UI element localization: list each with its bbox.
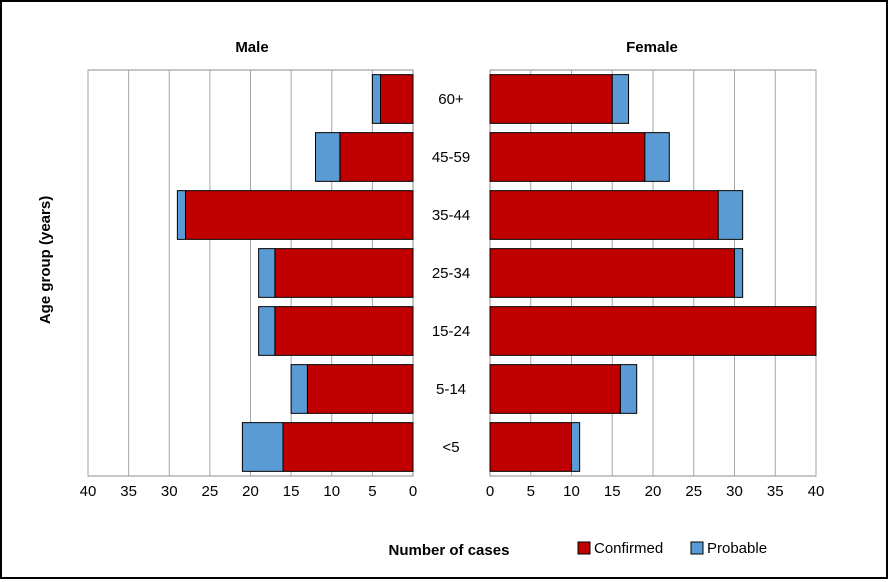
female-confirmed-bar: [489, 422, 572, 472]
bars: [176, 74, 817, 472]
male-probable-bar: [258, 248, 276, 298]
male-confirmed-bar: [380, 74, 414, 124]
male-confirmed-bar: [185, 190, 414, 240]
male-confirmed-bar: [282, 422, 414, 472]
male-probable-bar: [241, 422, 284, 472]
female-x-tick-label: 35: [767, 483, 784, 500]
age-group-label: 45-59: [432, 149, 470, 166]
male-confirmed-bar: [274, 306, 414, 356]
legend-label-confirmed: Confirmed: [594, 540, 663, 557]
age-group-label: 5-14: [436, 381, 466, 398]
female-x-tick-label: 0: [486, 483, 494, 500]
y-axis-label: Age group (years): [37, 196, 54, 324]
male-probable-bar: [315, 132, 341, 182]
female-x-tick-label: 25: [685, 483, 702, 500]
female-confirmed-bar: [489, 132, 646, 182]
female-confirmed-bar: [489, 306, 817, 356]
female-x-tick-label: 15: [604, 483, 621, 500]
female-x-tick-label: 5: [527, 483, 535, 500]
male-x-tick-label: 30: [161, 483, 178, 500]
female-x-tick-label: 10: [563, 483, 580, 500]
age-group-label: 60+: [438, 91, 464, 108]
male-x-tick-label: 0: [409, 483, 417, 500]
male-x-tick-label: 20: [242, 483, 259, 500]
female-confirmed-bar: [489, 364, 621, 414]
female-x-tick-label: 40: [808, 483, 825, 500]
male-x-tick-label: 15: [283, 483, 300, 500]
male-confirmed-bar: [306, 364, 414, 414]
x-axis-label: Number of cases: [389, 542, 510, 559]
male-x-tick-label: 40: [80, 483, 97, 500]
legend-swatch-confirmed: [577, 541, 591, 555]
male-x-tick-label: 10: [323, 483, 340, 500]
age-group-label: <5: [442, 439, 459, 456]
female-confirmed-bar: [489, 190, 719, 240]
female-probable-bar: [644, 132, 670, 182]
female-confirmed-bar: [489, 74, 613, 124]
female-probable-bar: [571, 422, 581, 472]
legend: Confirmed Probable: [577, 540, 767, 557]
age-group-label: 35-44: [432, 207, 470, 224]
female-panel-title: Female: [626, 39, 678, 56]
male-probable-bar: [290, 364, 308, 414]
female-probable-bar: [734, 248, 744, 298]
female-x-tick-label: 30: [726, 483, 743, 500]
female-probable-bar: [619, 364, 638, 414]
female-probable-bar: [717, 190, 744, 240]
male-probable-bar: [258, 306, 276, 356]
x-tick-labels: 0 5 10 15 20 25 30 35 40 0 5 10 15 20 25 30 35 40: [80, 483, 825, 500]
female-x-tick-label: 20: [645, 483, 662, 500]
legend-label-probable: Probable: [707, 540, 767, 557]
male-panel-title: Male: [235, 39, 268, 56]
legend-swatch-probable: [690, 541, 704, 555]
male-probable-bar: [371, 74, 381, 124]
category-labels: 60+ 45-59 35-44 25-34 15-24 5-14 <5: [432, 91, 470, 456]
male-confirmed-bar: [274, 248, 414, 298]
age-group-label: 25-34: [432, 265, 470, 282]
male-x-tick-label: 35: [120, 483, 137, 500]
age-group-label: 15-24: [432, 323, 470, 340]
male-confirmed-bar: [339, 132, 414, 182]
male-x-tick-label: 5: [368, 483, 376, 500]
male-probable-bar: [176, 190, 186, 240]
male-x-tick-label: 25: [202, 483, 219, 500]
female-confirmed-bar: [489, 248, 735, 298]
female-probable-bar: [611, 74, 630, 124]
